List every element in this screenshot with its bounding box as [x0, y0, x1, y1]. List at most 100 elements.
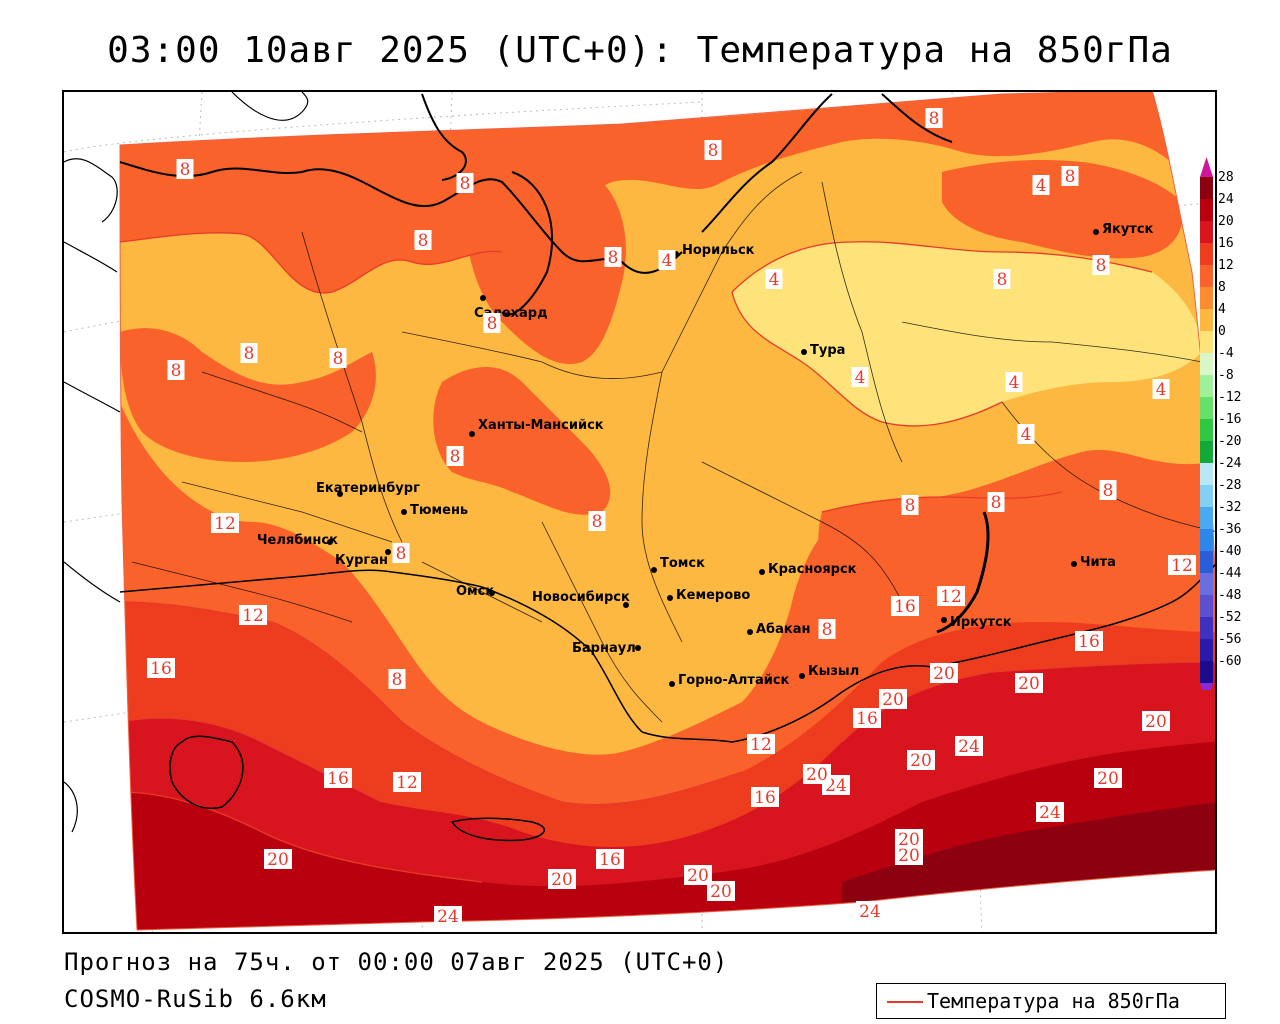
svg-text:20: 20 [710, 882, 732, 902]
isotherm-label: 8 [176, 159, 194, 180]
colorbar-band [1200, 441, 1213, 463]
isotherm-label: 24 [1036, 802, 1064, 823]
isotherm-label: 16 [147, 658, 175, 679]
colorbar-band [1200, 243, 1213, 265]
isotherm-label: 20 [930, 663, 958, 684]
isotherm-label: 8 [1099, 480, 1117, 501]
svg-text:8: 8 [487, 314, 498, 334]
isotherm-label: 20 [895, 845, 923, 866]
isotherm-label: 12 [393, 772, 421, 793]
isotherm-label: 4 [1032, 175, 1050, 196]
isotherm-label: 12 [937, 586, 965, 607]
svg-text:20: 20 [551, 870, 573, 890]
svg-text:12: 12 [1171, 556, 1193, 576]
svg-text:Тюмень: Тюмень [410, 503, 468, 518]
svg-text:8: 8 [244, 344, 255, 364]
colorbar-tick-label: 16 [1218, 236, 1234, 251]
svg-text:Омск: Омск [456, 584, 494, 599]
colorbar-band [1200, 529, 1213, 551]
colorbar-band [1200, 287, 1213, 309]
city-barnaul: Барнаул [572, 641, 641, 656]
svg-text:16: 16 [150, 659, 172, 679]
isotherm-label: 8 [456, 173, 474, 194]
city-chelyabinsk: Челябинск [257, 533, 338, 548]
isotherm-label: 8 [993, 269, 1011, 290]
svg-text:20: 20 [933, 664, 955, 684]
colorbar-tick-label: 28 [1218, 170, 1234, 185]
legend-line-swatch [887, 1001, 923, 1003]
colorbar-top-arrow [1200, 157, 1213, 177]
svg-text:Екатеринбург: Екатеринбург [316, 481, 420, 496]
isotherm-label: 20 [1094, 768, 1122, 789]
city-omsk: Омск [456, 584, 495, 599]
isotherm-label: 16 [324, 768, 352, 789]
isotherm-label: 8 [901, 495, 919, 516]
isotherm-label: 8 [446, 446, 464, 467]
svg-text:Иркутск: Иркутск [950, 615, 1012, 630]
isotherm-label: 8 [392, 543, 410, 564]
svg-text:24: 24 [437, 907, 459, 927]
isotherm-label: 12 [747, 734, 775, 755]
city-kyzyl: Кызыл [799, 664, 859, 679]
city-novosibirsk: Новосибирск [532, 590, 630, 608]
isotherm-label: 20 [1142, 711, 1170, 732]
colorbar-band [1200, 177, 1213, 199]
svg-text:8: 8 [991, 493, 1002, 513]
isotherm-label: 16 [891, 596, 919, 617]
isotherm-label: 20 [707, 881, 735, 902]
isotherm-label: 12 [1168, 555, 1196, 576]
legend-label: Температура на 850гПа [927, 989, 1180, 1013]
colorbar-tick-label: -12 [1218, 390, 1241, 405]
colorbar-tick-label: -28 [1218, 478, 1241, 493]
svg-text:8: 8 [905, 496, 916, 516]
svg-text:Тура: Тура [810, 343, 845, 358]
city-yakutsk: Якутск [1093, 222, 1154, 237]
isotherm-label: 4 [1152, 379, 1170, 400]
colorbar-band [1200, 617, 1213, 639]
isotherm-label: 20 [264, 849, 292, 870]
colorbar-tick-label: -60 [1218, 654, 1241, 669]
isotherm-label: 24 [434, 906, 462, 927]
colorbar-band [1200, 485, 1213, 507]
isotherm-label: 8 [388, 669, 406, 690]
svg-text:Кемерово: Кемерово [676, 588, 750, 603]
colorbar-band [1200, 573, 1213, 595]
svg-text:12: 12 [214, 514, 236, 534]
svg-text:Новосибирск: Новосибирск [532, 590, 630, 605]
svg-text:8: 8 [1065, 167, 1076, 187]
colorbar-tick-label: -52 [1218, 610, 1241, 625]
svg-text:4: 4 [769, 270, 780, 290]
svg-text:Курган: Курган [335, 553, 388, 568]
isotherm-label: 20 [803, 764, 831, 785]
isotherm-label: 4 [1017, 424, 1035, 445]
svg-text:Норильск: Норильск [682, 243, 755, 258]
model-name: COSMO-RuSib 6.6км [64, 985, 327, 1013]
colorbar-band [1200, 507, 1213, 529]
colorbar-band [1200, 397, 1213, 419]
svg-text:8: 8 [333, 349, 344, 369]
svg-text:8: 8 [997, 270, 1008, 290]
isotherm-label: 8 [604, 247, 622, 268]
isotherm-label: 8 [704, 140, 722, 161]
svg-text:Горно-Алтайск: Горно-Алтайск [678, 673, 790, 688]
colorbar-tick-label: -8 [1218, 368, 1234, 383]
colorbar-band [1200, 639, 1213, 661]
svg-text:8: 8 [708, 141, 719, 161]
svg-text:16: 16 [327, 769, 349, 789]
isotherm-label: 24 [955, 736, 983, 757]
city-kurgan: Курган [335, 549, 391, 568]
colorbar-band [1200, 199, 1213, 221]
svg-text:4: 4 [662, 251, 673, 271]
colorbar-tick-label: -4 [1218, 346, 1234, 361]
isotherm-label: 20 [1015, 673, 1043, 694]
temperature-map: Норильск Якутск Салехард Тура Ханты-Манс… [62, 90, 1217, 934]
svg-text:20: 20 [882, 690, 904, 710]
svg-text:Чита: Чита [1080, 555, 1116, 570]
city-abakan: Абакан [747, 622, 811, 637]
svg-text:16: 16 [599, 850, 621, 870]
svg-text:8: 8 [1103, 481, 1114, 501]
isotherm-label: 8 [1061, 166, 1079, 187]
isotherm-label: 8 [240, 343, 258, 364]
colorbar-tick-label: -16 [1218, 412, 1241, 427]
svg-text:8: 8 [608, 248, 619, 268]
